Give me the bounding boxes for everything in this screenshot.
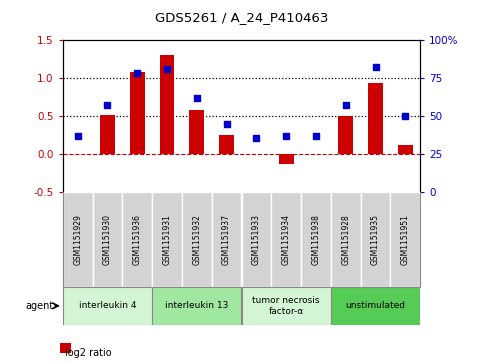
Bar bbox=[122, 192, 152, 287]
Bar bbox=[219, 135, 234, 154]
Bar bbox=[390, 192, 420, 287]
Bar bbox=[398, 145, 413, 154]
Point bbox=[133, 70, 141, 76]
Bar bbox=[301, 192, 331, 287]
Bar bbox=[242, 287, 331, 325]
Bar bbox=[212, 192, 242, 287]
Bar bbox=[361, 192, 390, 287]
Point bbox=[401, 113, 409, 119]
Point bbox=[282, 133, 290, 139]
Text: GSM1151931: GSM1151931 bbox=[163, 214, 171, 265]
Bar bbox=[100, 115, 115, 154]
Text: GSM1151930: GSM1151930 bbox=[103, 214, 112, 265]
Text: log2 ratio: log2 ratio bbox=[65, 348, 112, 359]
Bar bbox=[152, 287, 242, 325]
Text: interleukin 4: interleukin 4 bbox=[79, 301, 136, 310]
Text: GSM1151928: GSM1151928 bbox=[341, 214, 350, 265]
Bar bbox=[331, 192, 361, 287]
Bar bbox=[271, 192, 301, 287]
Point bbox=[193, 95, 201, 101]
Bar bbox=[331, 287, 420, 325]
Bar bbox=[63, 192, 93, 287]
Point bbox=[74, 133, 82, 139]
Bar bbox=[242, 192, 271, 287]
Text: tumor necrosis
factor-α: tumor necrosis factor-α bbox=[253, 296, 320, 315]
Point bbox=[163, 66, 171, 72]
Bar bbox=[130, 72, 145, 154]
Bar bbox=[279, 154, 294, 164]
Bar bbox=[338, 116, 353, 154]
Bar bbox=[182, 192, 212, 287]
Point bbox=[312, 133, 320, 139]
Text: GSM1151929: GSM1151929 bbox=[73, 214, 82, 265]
Bar bbox=[93, 192, 122, 287]
Point bbox=[342, 103, 350, 109]
Bar bbox=[368, 83, 383, 154]
Text: interleukin 13: interleukin 13 bbox=[165, 301, 228, 310]
Text: GDS5261 / A_24_P410463: GDS5261 / A_24_P410463 bbox=[155, 11, 328, 24]
Text: GSM1151936: GSM1151936 bbox=[133, 214, 142, 265]
Text: GSM1151932: GSM1151932 bbox=[192, 214, 201, 265]
Text: GSM1151937: GSM1151937 bbox=[222, 214, 231, 265]
Bar bbox=[159, 55, 174, 154]
Text: agent: agent bbox=[25, 301, 53, 311]
Point bbox=[104, 103, 112, 109]
Bar bbox=[189, 110, 204, 154]
Text: GSM1151933: GSM1151933 bbox=[252, 214, 261, 265]
Text: GSM1151934: GSM1151934 bbox=[282, 214, 291, 265]
Bar bbox=[152, 192, 182, 287]
Point bbox=[253, 135, 260, 140]
Point bbox=[223, 121, 230, 127]
Text: unstimulated: unstimulated bbox=[345, 301, 406, 310]
Bar bbox=[63, 287, 152, 325]
Point bbox=[372, 65, 380, 70]
Text: GSM1151935: GSM1151935 bbox=[371, 214, 380, 265]
Text: GSM1151951: GSM1151951 bbox=[401, 214, 410, 265]
Text: GSM1151938: GSM1151938 bbox=[312, 214, 320, 265]
